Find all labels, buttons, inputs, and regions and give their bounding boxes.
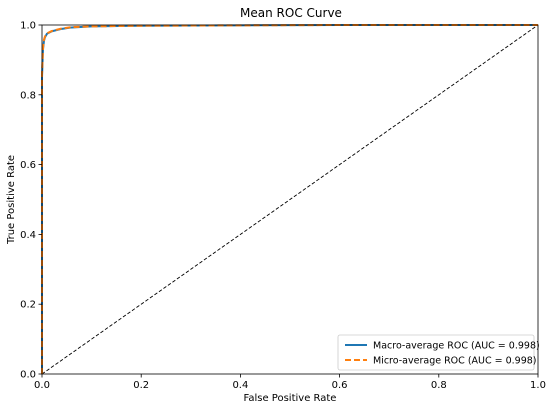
- x-tick-label: 0.6: [332, 380, 348, 391]
- y-tick-label: 0.8: [20, 90, 36, 101]
- legend-label-micro: Micro-average ROC (AUC = 0.998): [373, 356, 537, 367]
- x-axis-ticks: 0.0 0.2 0.4 0.6 0.8 1.0: [34, 374, 546, 391]
- x-tick-label: 0.4: [232, 380, 248, 391]
- x-tick-label: 0.2: [133, 380, 149, 391]
- y-tick-label: 0.6: [20, 160, 36, 171]
- y-axis-label: True Positive Rate: [6, 155, 17, 245]
- legend: Macro-average ROC (AUC = 0.998) Micro-av…: [337, 334, 540, 371]
- legend-label-macro: Macro-average ROC (AUC = 0.998): [373, 341, 540, 352]
- plot-area: [41, 24, 539, 375]
- y-tick-label: 1.0: [20, 21, 36, 32]
- y-tick-label: 0.0: [20, 370, 36, 381]
- micro-average-roc-line: [41, 24, 538, 374]
- x-tick-label: 0.0: [34, 380, 50, 391]
- x-tick-label: 0.8: [431, 380, 447, 391]
- chance-diagonal-line: [41, 24, 539, 375]
- y-tick-label: 0.4: [20, 230, 36, 241]
- x-axis-label: False Positive Rate: [244, 393, 337, 404]
- y-tick-label: 0.2: [20, 300, 36, 311]
- legend-box: [337, 334, 535, 371]
- x-tick-label: 1.0: [530, 380, 546, 391]
- chart-title: Mean ROC Curve: [240, 6, 342, 20]
- y-axis-ticks: 0.0 0.2 0.4 0.6 0.8 1.0: [20, 21, 42, 381]
- plot-frame: [41, 24, 539, 375]
